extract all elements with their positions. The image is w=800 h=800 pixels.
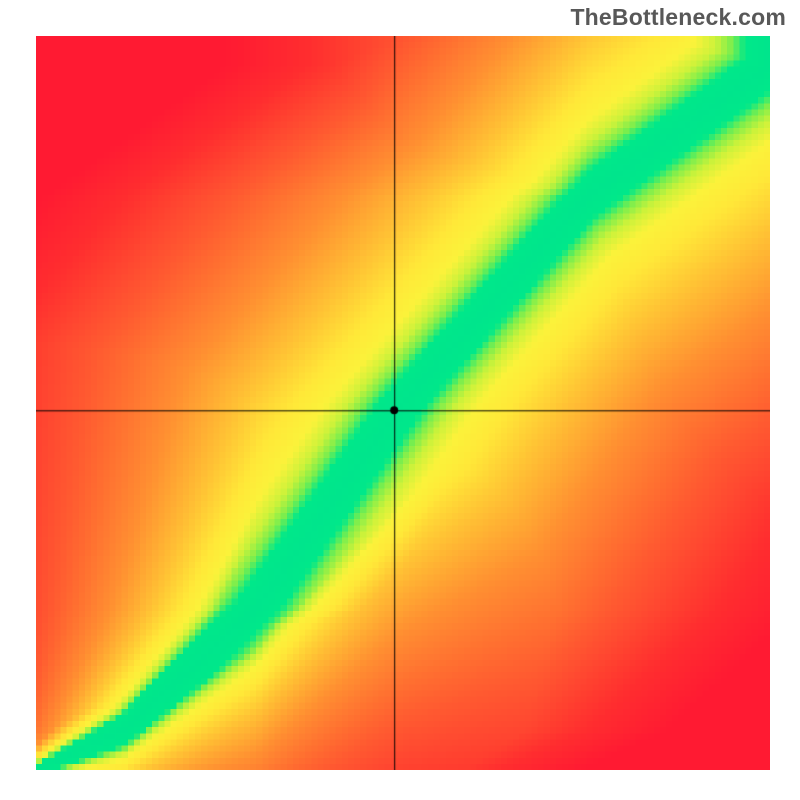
crosshair-overlay [36,36,770,770]
watermark-text: TheBottleneck.com [570,4,786,31]
